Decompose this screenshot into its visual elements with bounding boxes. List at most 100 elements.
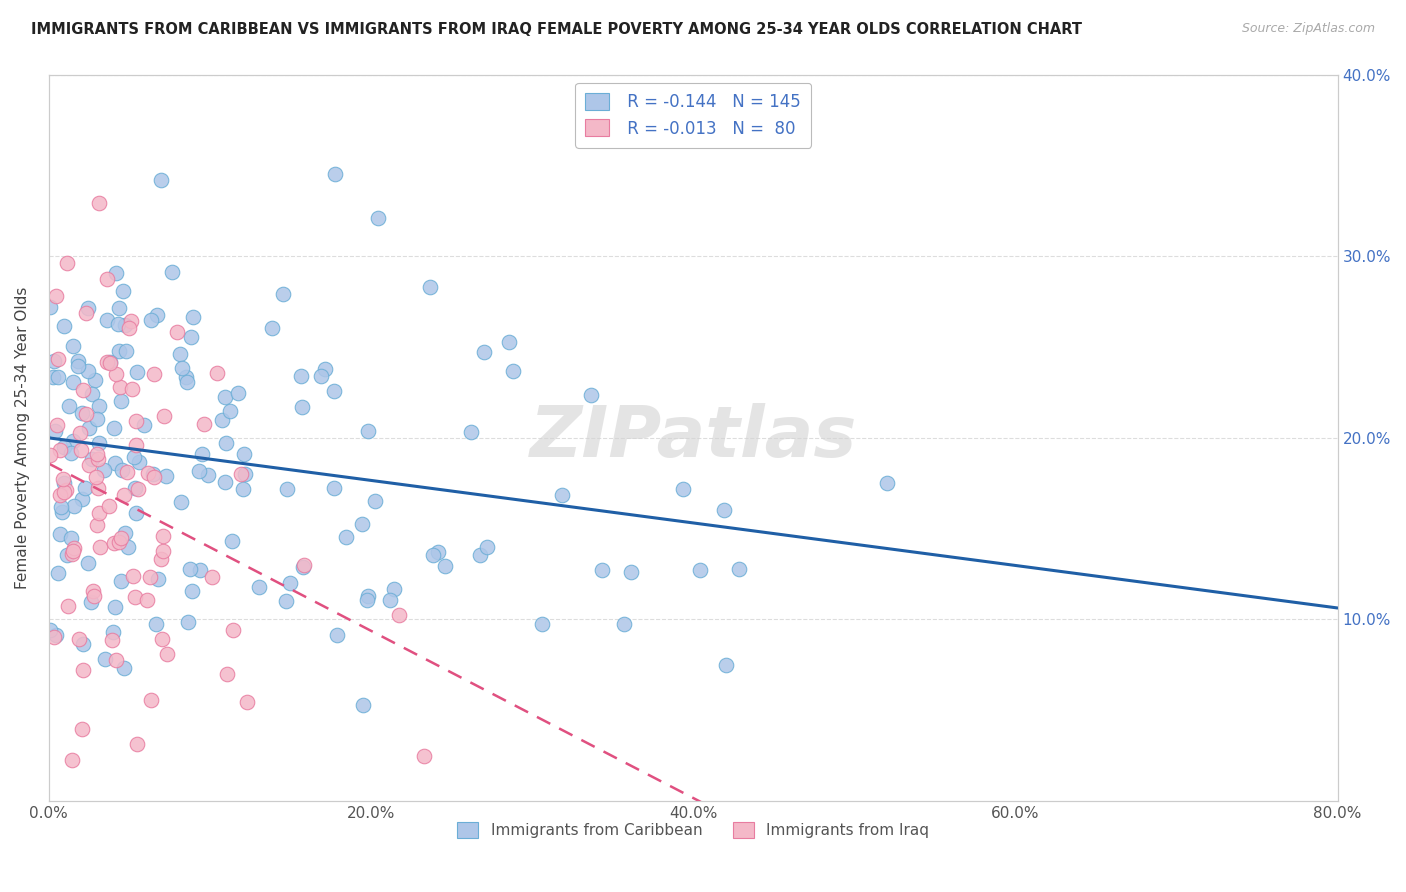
Point: [613, 617, 636, 632]
Point: [83, 589, 105, 603]
Point: [187, 464, 209, 478]
Point: [77, 458, 100, 472]
Point: [367, 211, 389, 226]
Point: [273, 287, 295, 301]
Point: [72, 663, 94, 677]
Point: [218, 403, 240, 417]
Point: [107, 535, 129, 549]
Point: [89, 540, 111, 554]
Point: [80, 387, 103, 401]
Point: [59, 532, 82, 546]
Point: [86, 411, 108, 425]
Point: [323, 481, 346, 495]
Point: [221, 533, 243, 548]
Point: [124, 591, 146, 605]
Point: [378, 592, 401, 607]
Point: [170, 495, 193, 509]
Point: [44, 630, 66, 644]
Point: [112, 488, 135, 502]
Point: [77, 301, 100, 315]
Point: [139, 313, 162, 327]
Point: [53, 485, 76, 500]
Point: [117, 540, 139, 554]
Point: [290, 368, 312, 383]
Point: [104, 599, 127, 614]
Point: [233, 447, 256, 461]
Point: [145, 308, 167, 322]
Point: [82, 583, 104, 598]
Point: [166, 325, 188, 339]
Point: [52, 476, 75, 491]
Point: [422, 548, 444, 562]
Point: [112, 661, 135, 675]
Point: [149, 173, 172, 187]
Point: [125, 438, 148, 452]
Point: [39, 623, 62, 637]
Point: [156, 648, 179, 662]
Point: [101, 624, 124, 639]
Point: [110, 532, 132, 546]
Point: [620, 565, 643, 579]
Point: [63, 499, 86, 513]
Point: [174, 370, 197, 384]
Point: [121, 568, 143, 582]
Point: [188, 563, 211, 577]
Point: [70, 443, 93, 458]
Point: [83, 373, 105, 387]
Point: [247, 580, 270, 594]
Point: [215, 667, 238, 681]
Point: [98, 499, 121, 513]
Point: [46, 352, 69, 367]
Point: [80, 595, 103, 609]
Point: [179, 562, 201, 576]
Point: [96, 312, 118, 326]
Point: [214, 390, 236, 404]
Point: [150, 551, 173, 566]
Point: [86, 447, 108, 461]
Point: [77, 363, 100, 377]
Point: [118, 321, 141, 335]
Point: [46, 566, 69, 581]
Point: [110, 393, 132, 408]
Point: [169, 347, 191, 361]
Point: [104, 266, 127, 280]
Point: [87, 506, 110, 520]
Point: [357, 589, 380, 603]
Point: [139, 570, 162, 584]
Point: [727, 561, 749, 575]
Point: [110, 574, 132, 588]
Point: [103, 535, 125, 549]
Point: [145, 617, 167, 632]
Point: [60, 446, 83, 460]
Point: [114, 525, 136, 540]
Point: [460, 425, 482, 440]
Point: [62, 375, 84, 389]
Point: [150, 632, 173, 647]
Point: [55, 548, 77, 562]
Point: [111, 463, 134, 477]
Point: [70, 492, 93, 507]
Point: [75, 306, 97, 320]
Text: ZIPatlas: ZIPatlas: [530, 403, 856, 472]
Point: [46, 369, 69, 384]
Point: [94, 652, 117, 666]
Point: [689, 563, 711, 577]
Point: [67, 359, 90, 373]
Point: [122, 450, 145, 464]
Point: [215, 436, 238, 450]
Point: [44, 627, 66, 641]
Point: [180, 584, 202, 599]
Point: [357, 424, 380, 438]
Point: [152, 543, 174, 558]
Point: [101, 632, 124, 647]
Point: [125, 365, 148, 379]
Point: [87, 400, 110, 414]
Point: [76, 556, 98, 570]
Point: [87, 482, 110, 496]
Point: [120, 313, 142, 327]
Point: [468, 549, 491, 563]
Point: [176, 375, 198, 389]
Point: [98, 355, 121, 369]
Point: [278, 576, 301, 591]
Point: [177, 615, 200, 629]
